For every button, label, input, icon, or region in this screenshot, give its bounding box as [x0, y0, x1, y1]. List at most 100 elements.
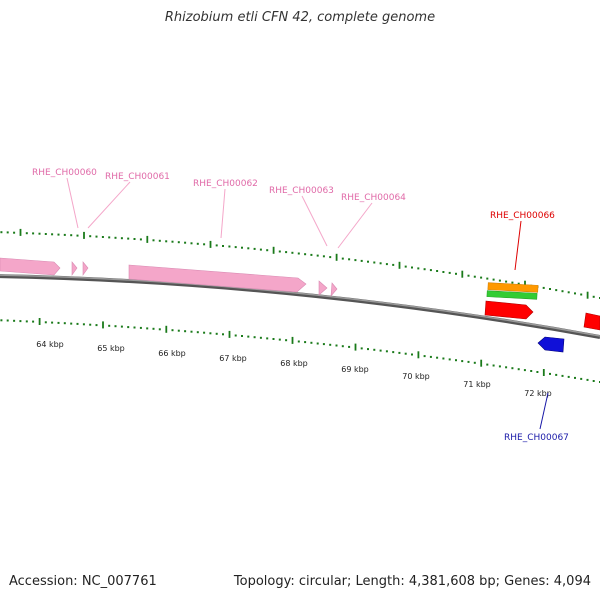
- gene-rhe-ch00060[interactable]: [0, 257, 61, 276]
- upper-track-major-tick: [524, 280, 526, 288]
- upper-track-minor-tick: [455, 272, 457, 275]
- upper-track-minor-tick: [171, 240, 174, 243]
- upper-track-major-tick: [586, 291, 589, 299]
- genome-backbone: [0, 274, 600, 339]
- lower-track-major-tick: [165, 325, 168, 333]
- lower-track-minor-tick: [467, 360, 470, 363]
- orange-feature[interactable]: [487, 282, 539, 293]
- tick-label-66: 66 kbp: [158, 349, 186, 358]
- upper-track-major-tick: [146, 235, 149, 243]
- upper-track-minor-tick: [561, 290, 564, 293]
- gene-rhe-ch00063[interactable]: [318, 280, 328, 296]
- upper-track-minor-tick: [549, 288, 551, 290]
- tick-label-71: 71 kbp: [463, 380, 491, 389]
- upper-track-minor-tick: [354, 259, 357, 262]
- lower-track-minor-tick: [203, 331, 206, 334]
- lower-track-minor-tick: [76, 322, 79, 325]
- gene-rhe-ch00067[interactable]: [537, 336, 565, 353]
- upper-track-minor-tick: [486, 277, 489, 280]
- upper-track-minor-tick: [574, 292, 576, 295]
- lower-track-major-tick: [291, 336, 294, 344]
- lower-track-minor-tick: [473, 361, 476, 364]
- gene-rhe-ch00066[interactable]: [484, 300, 534, 320]
- lower-track-minor-tick: [177, 329, 180, 332]
- lower-track-minor-tick: [266, 337, 269, 340]
- leader-rhe-ch00066: [514, 220, 522, 271]
- lower-track-minor-tick: [95, 324, 98, 327]
- lower-track-minor-tick: [523, 369, 526, 372]
- upper-track-minor-tick: [253, 247, 256, 250]
- lower-track-minor-tick: [133, 326, 136, 329]
- upper-track-minor-tick: [429, 269, 432, 272]
- upper-track-minor-tick: [348, 258, 351, 261]
- upper-track-minor-tick: [222, 245, 224, 247]
- lower-track-minor-tick: [448, 358, 451, 361]
- lower-track-minor-tick: [190, 330, 193, 333]
- lower-track-minor-tick: [241, 335, 243, 337]
- gene-red-edge[interactable]: [583, 312, 600, 331]
- upper-track-minor-tick: [184, 241, 187, 244]
- upper-track-minor-tick: [158, 239, 161, 242]
- upper-track-minor-tick: [498, 279, 501, 282]
- lower-track-minor-tick: [536, 371, 539, 373]
- upper-track-minor-tick: [492, 278, 495, 281]
- label-rhe-ch00064[interactable]: RHE_CH00064: [341, 193, 406, 203]
- gene-rhe-ch00061-b[interactable]: [82, 261, 89, 276]
- lower-track-minor-tick: [139, 326, 142, 329]
- gene-rhe-ch00062[interactable]: [128, 264, 307, 293]
- label-rhe-ch00060[interactable]: RHE_CH00060: [32, 168, 97, 178]
- lower-track-minor-tick: [63, 322, 66, 325]
- lower-track-minor-tick: [461, 360, 464, 363]
- lower-track-minor-tick: [392, 351, 395, 354]
- lower-track-minor-tick: [0, 319, 3, 322]
- upper-tick-track: [0, 228, 600, 299]
- upper-track-minor-tick: [165, 240, 168, 243]
- lower-track-minor-tick: [511, 367, 514, 370]
- lower-track-minor-tick: [580, 377, 583, 380]
- label-rhe-ch00067[interactable]: RHE_CH00067: [504, 433, 569, 443]
- upper-track-major-tick: [83, 231, 85, 239]
- upper-track-minor-tick: [108, 236, 111, 239]
- upper-track-minor-tick: [442, 271, 445, 273]
- upper-track-minor-tick: [95, 235, 98, 238]
- lower-track-minor-tick: [561, 374, 564, 377]
- lower-track-minor-tick: [360, 347, 363, 350]
- upper-track-minor-tick: [423, 268, 426, 271]
- green-feature[interactable]: [486, 290, 538, 300]
- upper-track-minor-tick: [385, 263, 388, 266]
- lower-track-minor-tick: [57, 321, 60, 324]
- upper-track-minor-tick: [89, 235, 92, 238]
- upper-track-major-tick: [209, 240, 212, 248]
- lower-track-minor-tick: [184, 330, 187, 333]
- label-rhe-ch00066[interactable]: RHE_CH00066: [490, 211, 555, 221]
- upper-track-minor-tick: [13, 231, 16, 234]
- lower-track-minor-tick: [6, 319, 9, 322]
- label-rhe-ch00062[interactable]: RHE_CH00062: [193, 179, 258, 189]
- tick-labels: 64 kbp 65 kbp 66 kbp 67 kbp 68 kbp 69 kb…: [36, 340, 552, 398]
- upper-track-minor-tick: [322, 255, 325, 258]
- upper-track-minor-tick: [76, 234, 79, 237]
- label-rhe-ch00061[interactable]: RHE_CH00061: [105, 172, 170, 182]
- upper-track-minor-tick: [259, 248, 262, 251]
- upper-track-minor-tick: [114, 236, 117, 239]
- lower-track-minor-tick: [114, 325, 117, 328]
- lower-track-minor-tick: [44, 321, 47, 324]
- lower-track-minor-tick: [51, 321, 54, 324]
- lower-track-minor-tick: [253, 336, 256, 339]
- label-rhe-ch00063[interactable]: RHE_CH00063: [269, 186, 334, 196]
- upper-track-minor-tick: [580, 293, 583, 296]
- gene-label-leaders: [66, 177, 549, 430]
- upper-track-minor-tick: [379, 262, 382, 265]
- lower-track-minor-tick: [567, 375, 570, 378]
- upper-track-minor-tick: [367, 260, 369, 263]
- upper-track-minor-tick: [44, 233, 47, 235]
- upper-track-minor-tick: [448, 271, 451, 274]
- lower-track-minor-tick: [404, 352, 407, 355]
- gene-rhe-ch00061-a[interactable]: [71, 261, 78, 276]
- lower-track-minor-tick: [348, 345, 351, 348]
- gene-rhe-ch00064[interactable]: [330, 282, 338, 297]
- lower-track-minor-tick: [530, 370, 533, 372]
- leader-rhe-ch00063: [301, 195, 328, 247]
- upper-track-minor-tick: [341, 257, 344, 260]
